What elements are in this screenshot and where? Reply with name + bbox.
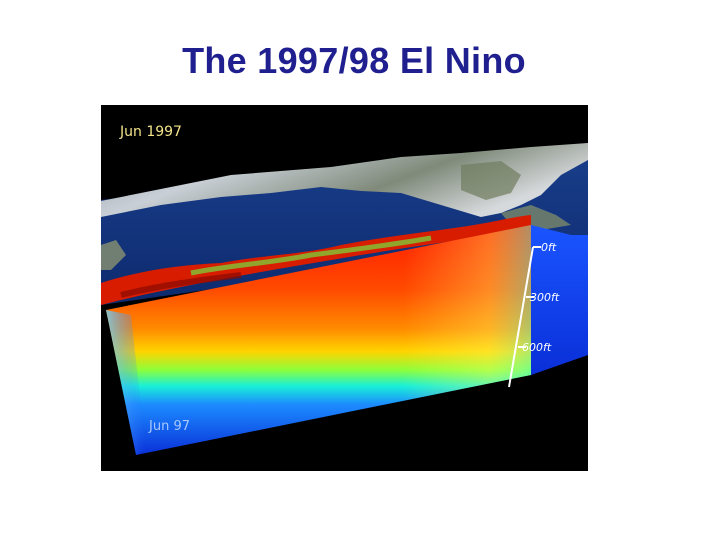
- surface-ridge-highlight: [190, 235, 432, 276]
- section-side-face: [531, 225, 588, 375]
- slice-highlight: [106, 225, 531, 455]
- asia-coast: [101, 240, 126, 270]
- slide-title: The 1997/98 El Nino: [182, 40, 526, 81]
- depth-label-300ft: 300ft: [530, 291, 560, 304]
- surface-ridge-shadow: [120, 272, 242, 298]
- date-label-bottom: Jun 97: [149, 419, 190, 434]
- north-america-landmass: [101, 143, 588, 217]
- slice-edge-glow: [106, 310, 146, 455]
- el-nino-ocean-cross-section: Jun 1997 Jun 97 0ft 300ft 600ft: [101, 105, 588, 471]
- depth-ruler: [508, 246, 534, 388]
- depth-label-600ft: 600ft: [522, 341, 552, 354]
- depth-label-0ft: 0ft: [541, 241, 557, 254]
- land-detail: [461, 161, 521, 200]
- date-label-top: Jun 1997: [120, 124, 182, 140]
- ocean-visualization: [101, 143, 588, 455]
